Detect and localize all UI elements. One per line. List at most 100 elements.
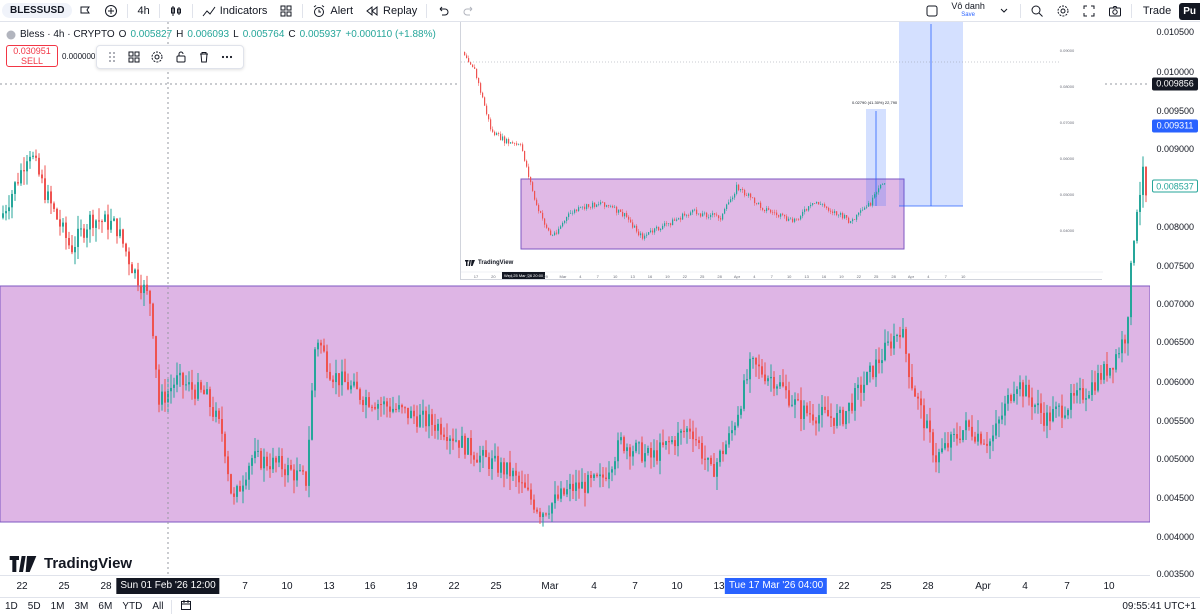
candle-body (5, 211, 7, 214)
candle-body (1139, 194, 1141, 212)
inset-candle-body (550, 230, 552, 236)
range-6m-button[interactable]: 6M (98, 601, 113, 612)
candle-body (86, 229, 88, 238)
time-axis[interactable]: 22 25 28 7 10 13 16 19 22 25 Mar 4 7 10 … (0, 575, 1150, 595)
template-grid-icon[interactable] (127, 50, 141, 64)
sell-button[interactable]: 0.030951 SELL (6, 45, 58, 67)
inset-candle-body (560, 226, 562, 229)
inset-candle-body (798, 219, 800, 220)
replay-button[interactable]: Replay (359, 0, 423, 22)
range-3m-button[interactable]: 3M (74, 601, 89, 612)
divider (1019, 4, 1021, 18)
candle-body (122, 229, 124, 244)
candle-body (1106, 363, 1108, 376)
undo-icon[interactable] (430, 0, 456, 22)
trade-button[interactable]: Trade (1142, 5, 1172, 17)
indicators-button[interactable]: Indicators (196, 0, 274, 22)
trash-icon[interactable] (197, 50, 211, 64)
range-1d-button[interactable]: 1D (5, 601, 18, 612)
inset-candle-body (594, 202, 596, 207)
candle-body (98, 220, 100, 222)
candle-body (884, 342, 886, 361)
inset-candle-body (880, 184, 882, 189)
alert-button[interactable]: Alert (306, 0, 359, 22)
candle-body (284, 469, 286, 476)
candle-body (296, 470, 298, 481)
alarm-clock-icon (314, 4, 325, 17)
selected-time-label: Tue 17 Mar '26 04:00 (724, 578, 828, 594)
legend-title[interactable]: Bless · 4h · CRYPTO (20, 29, 115, 40)
candle-body (752, 358, 754, 360)
layout-name-button[interactable]: Vô danh Save (951, 2, 985, 20)
inset-candle-body (758, 202, 760, 204)
interval-button[interactable]: 4h (137, 4, 150, 17)
candle-body (881, 360, 883, 364)
date-range-icon[interactable] (175, 599, 197, 614)
more-icon[interactable] (220, 50, 234, 64)
settings-gear-icon[interactable] (150, 50, 164, 64)
candle-body (755, 358, 757, 365)
divider (127, 3, 129, 18)
drag-handle-icon[interactable] (106, 51, 118, 63)
candle-body (167, 391, 169, 403)
candle-body (647, 448, 649, 454)
inset-candle-body (870, 203, 872, 206)
candle-body (68, 237, 70, 246)
publish-button[interactable]: Pu (1179, 2, 1200, 20)
candle-body (1088, 395, 1090, 399)
inset-candle-body (714, 213, 716, 215)
inset-candle-body (820, 204, 822, 205)
redo-icon[interactable] (456, 0, 482, 22)
inset-candle-body (664, 223, 666, 226)
candle-body (782, 382, 784, 387)
candle-body (245, 479, 247, 486)
candle-body (386, 401, 388, 407)
layouts-icon[interactable] (273, 0, 299, 22)
inset-candle-body (612, 206, 614, 208)
candle-body (1091, 382, 1093, 396)
inset-candle-body (718, 215, 720, 219)
price-axis[interactable]: 0.010500 0.010000 0.009500 0.009000 0.00… (1150, 22, 1200, 579)
gear-icon[interactable] (1050, 0, 1076, 22)
inset-candle-body (608, 205, 610, 207)
layout-select-icon[interactable] (919, 0, 945, 22)
candle-body (455, 440, 457, 442)
candle-body (944, 443, 946, 449)
compare-add-icon[interactable] (98, 0, 124, 22)
range-ytd-button[interactable]: YTD (122, 601, 143, 612)
inset-candle-body (746, 195, 748, 196)
inset-time-tick: 19 (665, 274, 670, 279)
inset-candle-body (710, 214, 712, 218)
candle-body (557, 494, 559, 499)
range-all-button[interactable]: All (152, 601, 164, 612)
symbol-search-button[interactable]: BLESSUSD (2, 3, 73, 18)
range-1m-button[interactable]: 1M (50, 601, 65, 612)
price-tick: 0.004500 (1156, 493, 1194, 503)
candle-body (941, 448, 943, 453)
lock-icon[interactable] (174, 50, 188, 64)
candle-body (23, 170, 25, 172)
candle-body (2, 213, 4, 218)
inset-candle-body (570, 212, 572, 214)
candle-body (428, 414, 430, 427)
inset-candle-body (864, 207, 866, 210)
main-chart[interactable] (0, 22, 1150, 575)
inset-candle-body (840, 213, 842, 215)
quick-search-icon[interactable] (1024, 0, 1050, 22)
inset-candle-body (516, 143, 518, 145)
inset-brand-text: TradingView (478, 260, 514, 266)
symbol-flag-icon[interactable] (72, 0, 98, 22)
inset-candle-body (592, 202, 594, 208)
clock-timezone[interactable]: 09:55:41 UTC+1 (1122, 601, 1196, 612)
candle-body (44, 178, 46, 200)
candle-body (494, 455, 496, 459)
chevron-down-icon[interactable] (991, 0, 1017, 22)
camera-icon[interactable] (1102, 0, 1128, 22)
range-5d-button[interactable]: 5D (27, 601, 41, 612)
chart-type-icon[interactable] (163, 0, 189, 22)
inset-candle-body (708, 217, 710, 218)
inset-candle-body (556, 232, 558, 234)
candle-body (611, 469, 613, 473)
inset-candle-body (648, 232, 650, 235)
fullscreen-icon[interactable] (1076, 0, 1102, 22)
